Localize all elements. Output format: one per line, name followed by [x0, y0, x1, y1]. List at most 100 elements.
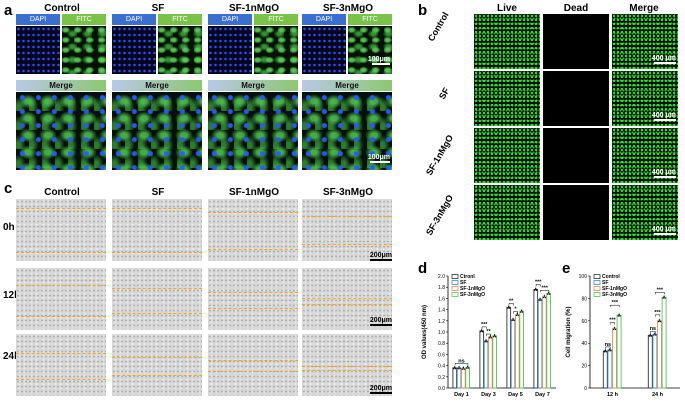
- scratch-edge-upper: [302, 216, 392, 217]
- significance-label: ***: [612, 300, 619, 306]
- bar-sf: [456, 367, 462, 389]
- legend-label: SF-1nMgO: [460, 286, 485, 292]
- b-scale-bar: 400 μm: [651, 55, 676, 64]
- a-scale-bar-bottom: 100μm: [355, 154, 390, 163]
- legend-label: SF: [460, 280, 466, 286]
- bar-sf-1nmgo: [488, 336, 493, 389]
- y-tick-label: 2.0: [438, 274, 445, 280]
- b-scale-bar: 400 μm: [651, 112, 676, 121]
- data-point: [484, 341, 486, 343]
- significance-bracket: [513, 311, 518, 314]
- x-tick-label: Day 5: [508, 392, 523, 398]
- panel-letter-e: e: [562, 260, 571, 277]
- b-dead-sf1-image: [543, 128, 609, 183]
- c-scratch-control-12h-image: [16, 268, 106, 330]
- data-point: [513, 319, 515, 322]
- data-point: [485, 339, 487, 341]
- a-fitc-sf-image: [158, 26, 202, 74]
- panel-letter-c: c: [4, 180, 13, 197]
- a-tag-fitc: FITC: [158, 14, 202, 25]
- significance-label: ***: [657, 287, 664, 293]
- y-tick-label: 0.8: [438, 341, 445, 347]
- bar-sf: [483, 340, 489, 389]
- data-point: [520, 309, 523, 312]
- c-scratch-control-24h-image: [16, 334, 106, 396]
- c-scale-bar: 200μm: [369, 317, 392, 326]
- scratch-edge-lower: [112, 252, 202, 253]
- bar-sf-3nmgo: [661, 296, 667, 389]
- a-tag-merge: Merge: [208, 80, 298, 91]
- scratch-edge-upper: [16, 353, 106, 354]
- scratch-edge-upper: [208, 292, 298, 293]
- legend-swatch: [451, 280, 459, 285]
- data-point: [535, 289, 538, 291]
- b-col-live: Live: [496, 3, 517, 14]
- bar-ctronl: [452, 367, 458, 389]
- b-merge-control-image: [612, 14, 678, 69]
- legend-label: Control: [602, 274, 620, 280]
- data-point: [655, 334, 657, 336]
- scratch-edge-lower: [112, 313, 202, 314]
- data-point: [648, 335, 651, 337]
- c-group-control: Control: [44, 187, 80, 198]
- y-axis-label: Cell migration (%): [566, 306, 572, 357]
- a-tag-merge: Merge: [302, 80, 392, 91]
- y-tick-label: 60: [581, 319, 587, 325]
- data-point: [614, 328, 617, 331]
- y-tick-label: 20: [581, 364, 587, 370]
- a-fitc-sf3-image: [348, 26, 392, 74]
- y-tick-label: 40: [581, 341, 587, 347]
- legend-swatch: [593, 286, 601, 291]
- data-point: [457, 367, 459, 370]
- a-fitc-control-image: [62, 26, 106, 74]
- data-point: [493, 336, 495, 338]
- c-scale-bar: 200μm: [369, 385, 392, 394]
- significance-bracket: [508, 303, 514, 306]
- significance-label: ***: [609, 318, 616, 324]
- legend-label: SF-1nMgO: [602, 286, 627, 292]
- data-point: [617, 315, 619, 317]
- c-scratch-sf-12h-image: [112, 268, 202, 330]
- data-point: [488, 337, 491, 339]
- b-row-sf: SF: [437, 86, 452, 101]
- significance-bracket: [650, 330, 656, 334]
- x-tick-label: 24 h: [652, 392, 664, 398]
- data-point: [618, 313, 620, 316]
- data-point: [663, 295, 665, 298]
- bar-sf: [537, 299, 543, 389]
- bar-sf-1nmgo: [542, 296, 547, 389]
- a-dapi-sf3-image: [302, 26, 346, 74]
- bar-control: [647, 334, 653, 389]
- x-tick-label: Day 7: [535, 392, 550, 398]
- b-row-control: Control: [426, 10, 451, 44]
- bar-ctronl: [506, 306, 512, 389]
- data-point: [466, 367, 468, 369]
- a-dapi-sf1-image: [208, 26, 252, 74]
- data-point: [543, 295, 546, 297]
- data-point: [548, 293, 551, 295]
- y-tick-label: 0.0: [438, 386, 445, 392]
- y-tick-label: 1.4: [438, 308, 445, 314]
- b-row-sf3: SF-3nMgO: [424, 193, 456, 237]
- data-point: [612, 328, 615, 331]
- scratch-edge-lower: [16, 316, 106, 317]
- c-scratch-sf1-0h-image: [208, 199, 298, 261]
- data-point: [466, 365, 469, 368]
- y-tick-label: 1.0: [438, 330, 445, 336]
- panel-letter-a: a: [4, 2, 13, 19]
- scratch-edge-lower: [208, 371, 298, 372]
- significance-bracket: [540, 290, 550, 293]
- scratch-edge-lower: [16, 252, 106, 253]
- a-tag-dapi: DAPI: [208, 14, 252, 25]
- a-scale-top-label: 100μm: [367, 56, 390, 63]
- scratch-edge-upper: [208, 212, 298, 213]
- b-merge-sf-image: [612, 71, 678, 126]
- c-scratch-sf-0h-image: [112, 199, 202, 261]
- data-point: [650, 335, 652, 337]
- data-point: [535, 287, 537, 290]
- bar-sf-1nmgo: [515, 314, 520, 389]
- data-point: [649, 333, 651, 336]
- a-tag-fitc: FITC: [254, 14, 298, 25]
- legend-label: SF: [602, 280, 608, 286]
- significance-label: ns: [650, 326, 656, 332]
